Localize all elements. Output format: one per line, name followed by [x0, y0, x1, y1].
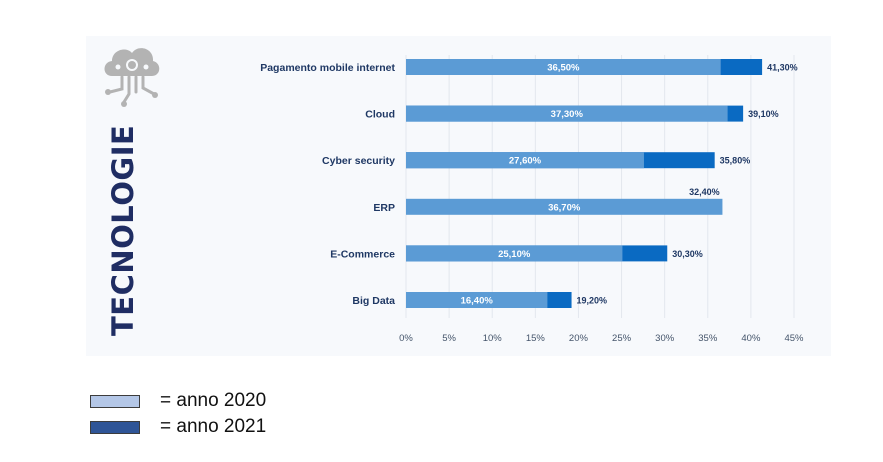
data-label-2020: 36,50% — [547, 63, 580, 74]
data-label-2021: 39,10% — [748, 109, 779, 119]
data-label-2020: 37,30% — [551, 109, 584, 120]
cloud-circuit-icon — [104, 48, 160, 107]
bar-2020 — [406, 59, 721, 75]
x-tick-label: 10% — [483, 333, 503, 344]
data-label-2020: 25,10% — [498, 249, 531, 260]
x-tick-label: 45% — [784, 333, 804, 344]
bar-2020 — [406, 198, 723, 215]
category-label: Cloud — [365, 109, 395, 121]
legend-item-2020: = anno 2020 — [90, 390, 266, 412]
legend-swatch-2020 — [90, 394, 140, 408]
x-tick-label: 30% — [655, 333, 675, 344]
x-tick-label: 0% — [399, 333, 413, 344]
x-tick-label: 15% — [526, 333, 546, 344]
bar-2020 — [406, 245, 623, 262]
x-tick-label: 40% — [741, 333, 761, 344]
legend-label-2021: = anno 2021 — [160, 416, 267, 437]
data-label-2021: 19,20% — [577, 296, 608, 306]
bar-2020 — [406, 152, 644, 169]
x-tick-label: 20% — [569, 333, 589, 344]
category-label: ERP — [373, 202, 395, 214]
data-label-2020: 16,40% — [461, 296, 494, 307]
legend-label-2020: = anno 2020 — [160, 390, 267, 411]
data-label-2021: 30,30% — [672, 249, 703, 259]
category-label: Pagamento mobile internet — [260, 62, 395, 74]
legend-item-2021: = anno 2021 — [90, 416, 266, 438]
x-tick-label: 35% — [698, 333, 718, 344]
data-label-2021: 35,80% — [720, 156, 751, 166]
data-label-2021: 32,40% — [689, 187, 720, 197]
data-label-2020: 27,60% — [509, 156, 542, 167]
bar-2020 — [406, 105, 728, 122]
legend-swatch-2021 — [90, 420, 140, 434]
category-label: E-Commerce — [330, 248, 395, 260]
x-tick-label: 25% — [612, 333, 632, 344]
data-label-2020: 36,70% — [548, 202, 581, 213]
bar-2020 — [406, 292, 548, 308]
x-tick-label: 5% — [442, 333, 456, 344]
data-label-2021: 41,30% — [767, 63, 798, 73]
category-label: Big Data — [352, 295, 395, 307]
category-label: Cyber security — [322, 155, 395, 167]
